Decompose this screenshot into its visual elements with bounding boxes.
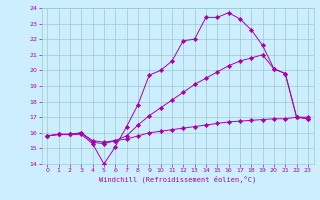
X-axis label: Windchill (Refroidissement éolien,°C): Windchill (Refroidissement éolien,°C) [99, 176, 256, 183]
